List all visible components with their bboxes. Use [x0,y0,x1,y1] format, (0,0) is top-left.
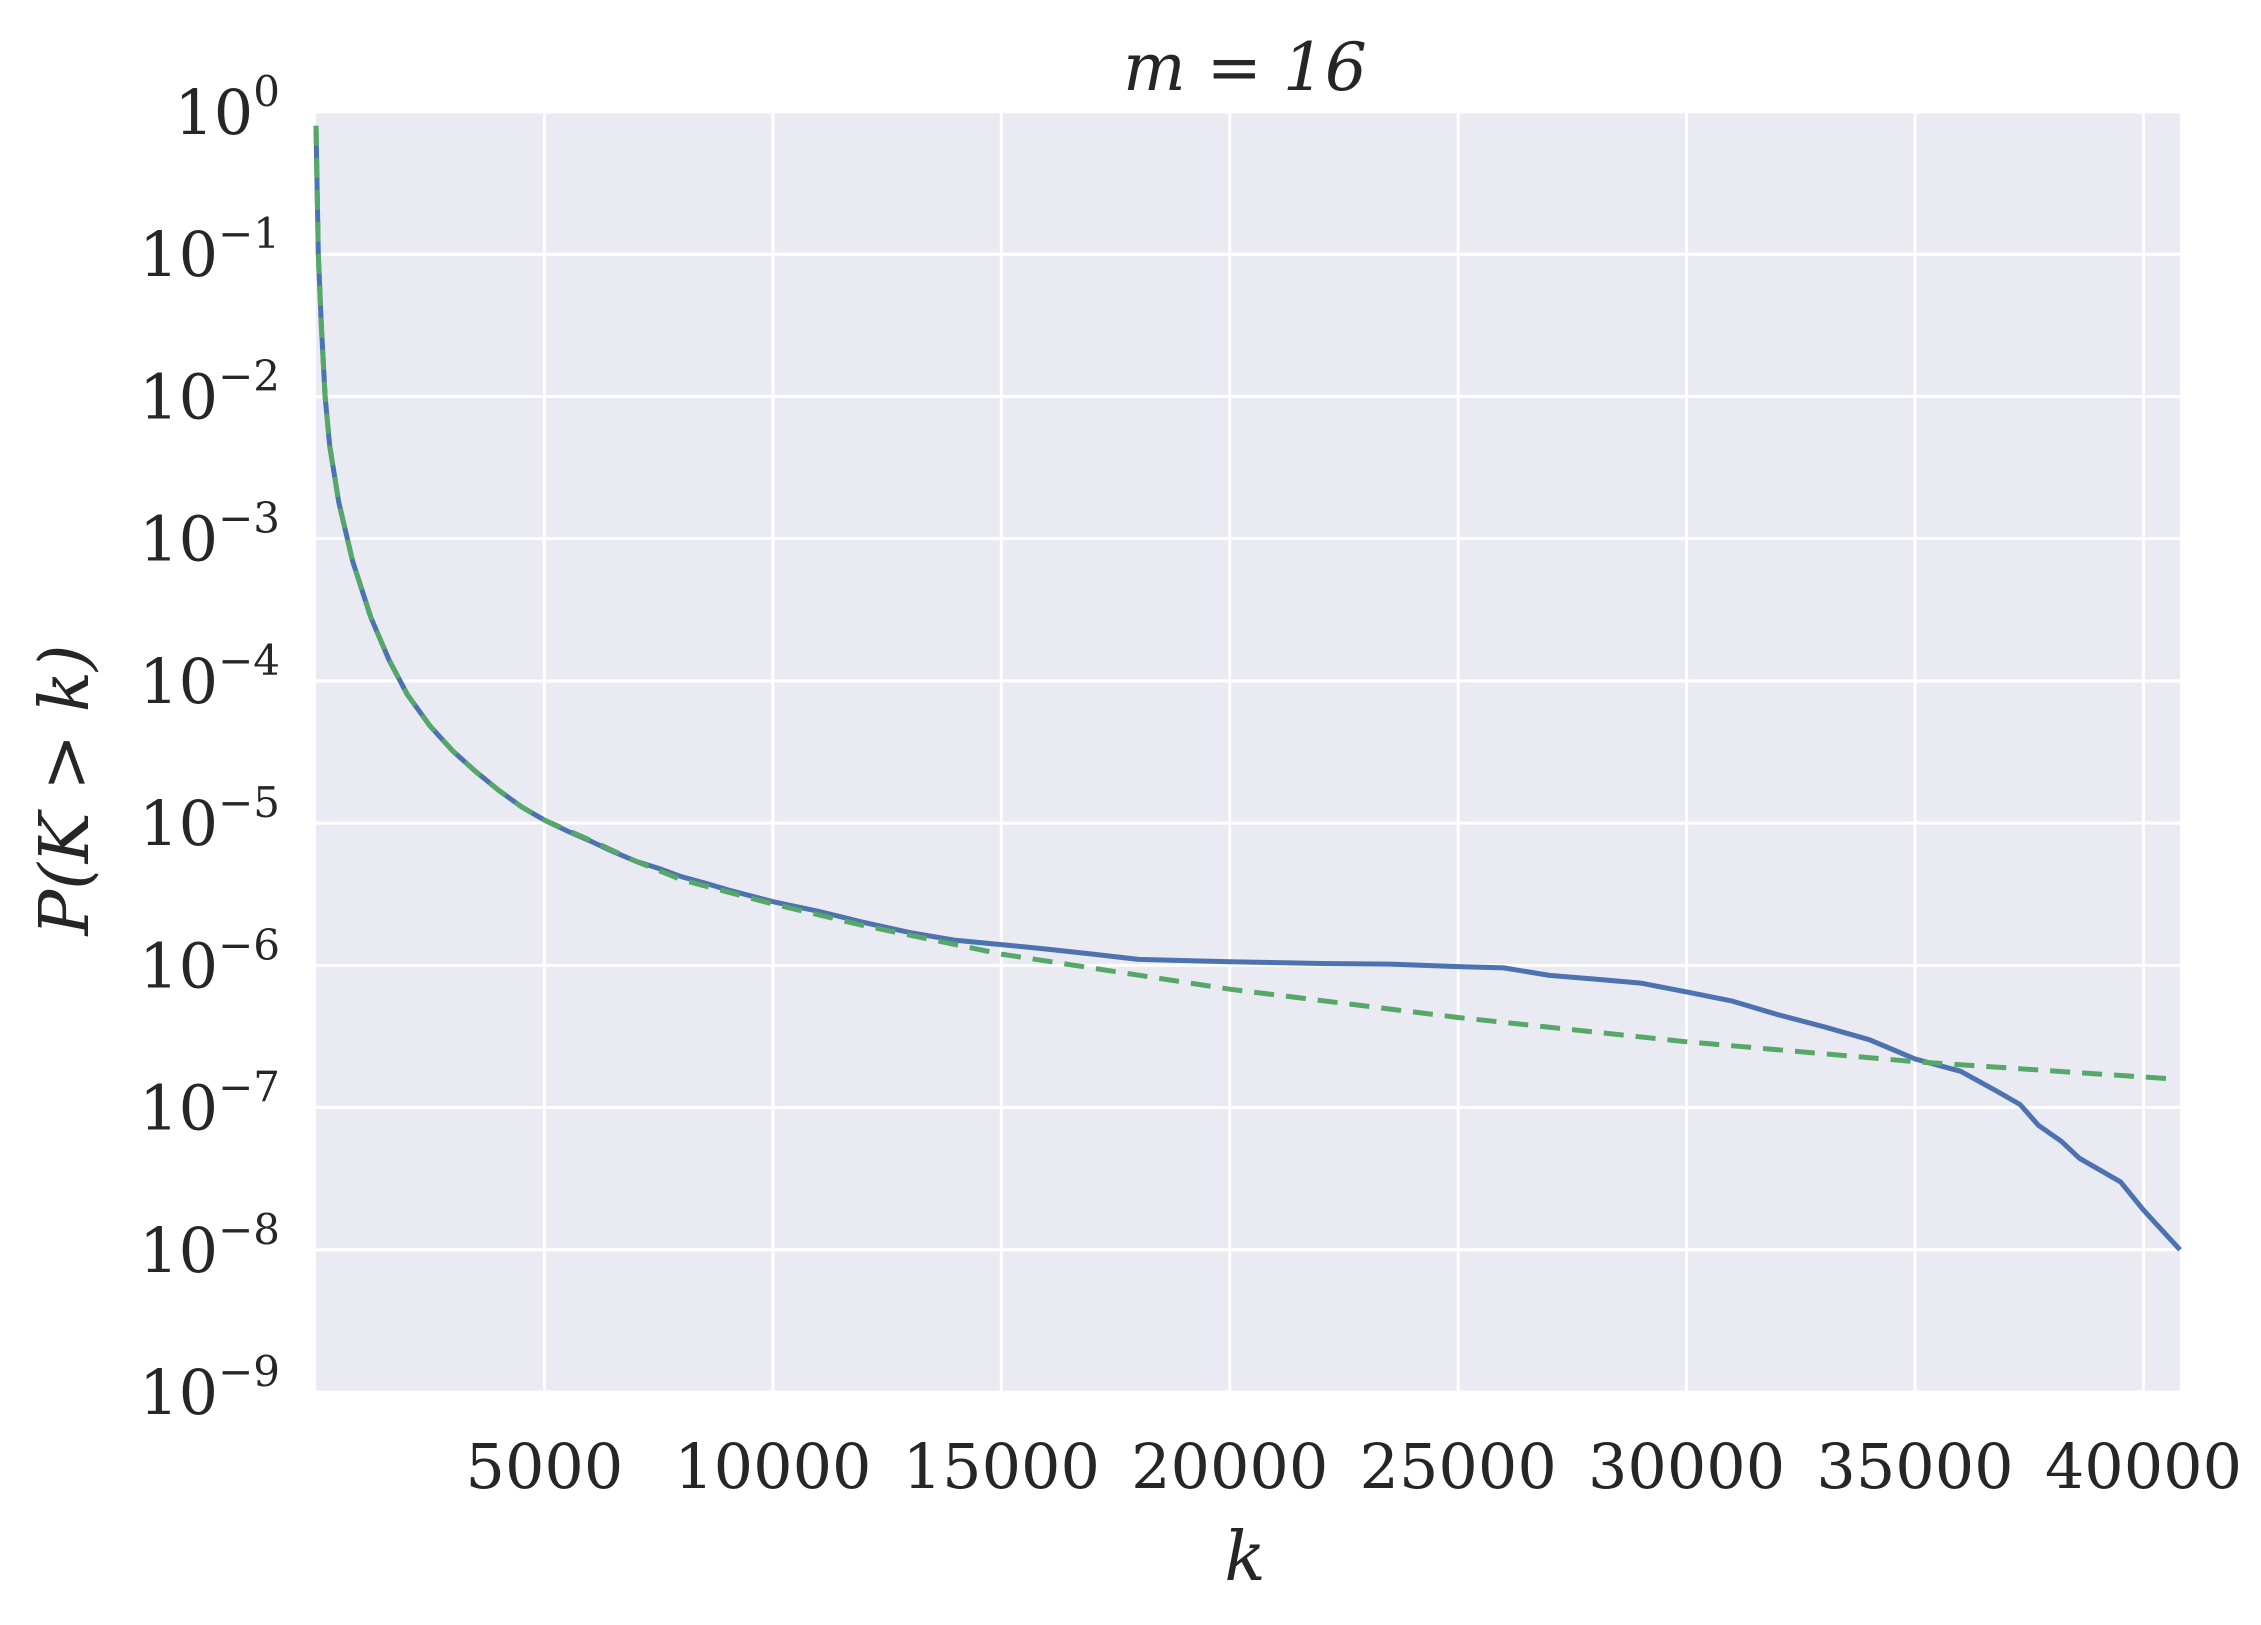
y-tick-label: 10−2 [139,351,280,433]
y-tick-label: 10−7 [139,1063,280,1145]
y-tick-label: 10−9 [139,1347,280,1429]
fit-dashed-line [313,125,2167,1081]
y-tick-label: 10−1 [139,209,280,291]
y-tick-label: 10−3 [139,494,280,576]
y-tick-exponent: −2 [218,351,280,400]
y-tick-label: 10−8 [139,1205,280,1287]
x-tick-label: 20000 [1131,1430,1328,1503]
x-tick-label: 40000 [2045,1430,2242,1503]
plot-area [313,110,2182,1394]
y-tick-exponent: 0 [253,67,280,116]
y-tick-exponent: −7 [218,1063,280,1112]
x-tick-label: 25000 [1360,1430,1557,1503]
y-tick-exponent: −9 [218,1347,280,1396]
y-tick-label: 100 [174,67,280,149]
y-tick-labels: 100 10−1 10−2 10−3 10−4 10−5 10−6 10−7 10−8 10−9 [139,67,280,1429]
chart-title: m = 16 [1123,29,1367,106]
y-tick-label: 10−4 [139,636,280,718]
x-tick-label: 5000 [466,1430,624,1503]
x-tick-label: 10000 [674,1430,871,1503]
y-tick-label: 10−5 [139,778,280,860]
x-tick-label: 30000 [1588,1430,1785,1503]
x-tick-label: 15000 [903,1430,1100,1503]
x-tick-label: 35000 [1816,1430,2013,1503]
x-tick-labels: 5000 10000 15000 20000 25000 30000 35000 40000 [466,1430,2243,1503]
y-tick-exponent: −6 [218,920,280,969]
x-axis-label: k [1224,1518,1265,1597]
y-tick-exponent: −3 [218,494,280,543]
y-axis-label: P(K > k) [26,644,105,937]
y-tick-exponent: −8 [218,1205,280,1254]
y-tick-exponent: −4 [218,636,280,685]
y-tick-exponent: −1 [218,209,280,258]
y-tick-exponent: −5 [218,778,280,827]
y-tick-label: 10−6 [139,920,280,1002]
plot-background [316,112,2180,1392]
